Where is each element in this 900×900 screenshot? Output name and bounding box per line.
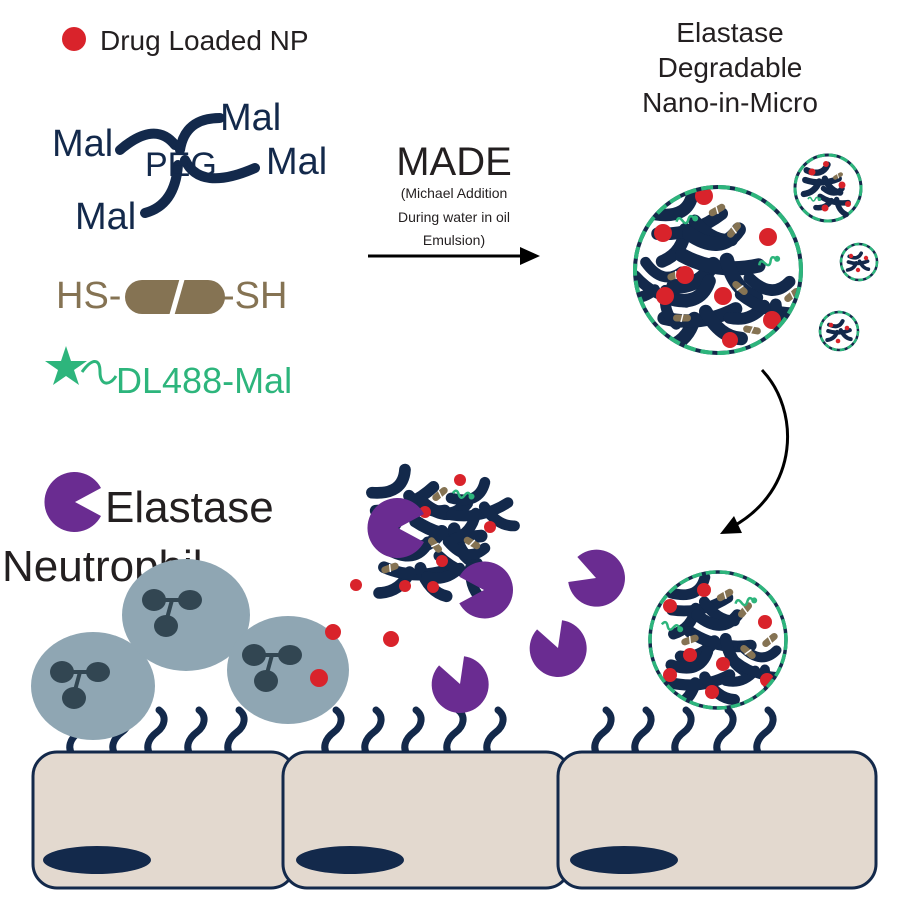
made-desc-line2: During water in oil: [398, 209, 510, 225]
made-process: MADE (Michael Addition During water in o…: [368, 140, 540, 265]
product-title: Elastase Degradable Nano-in-Micro: [642, 17, 818, 118]
arrowhead-icon: [520, 247, 540, 265]
dye-label: DL488-Mal: [116, 360, 292, 401]
product-line1: Elastase: [676, 17, 783, 48]
curved-arrow: [720, 368, 789, 534]
neutrophil-cell-1: [31, 632, 155, 740]
legend: Drug Loaded NP PEG Mal Mal Mal Mal HS- -…: [45, 25, 327, 401]
mal-label-bottom: Mal: [75, 196, 136, 238]
nano-in-micro-particle: [633, 185, 803, 355]
elastase-enzymes: [367, 498, 634, 722]
crosslinker-right-label: -SH: [222, 275, 287, 317]
neutrophils: [31, 559, 349, 740]
peg-label: PEG: [145, 146, 217, 184]
mal-label-top: Mal: [220, 97, 281, 139]
crosslinker-left-label: HS-: [56, 275, 121, 317]
small-particle-3: [818, 310, 860, 352]
product-line3: Nano-in-Micro: [642, 87, 818, 118]
endothelial-cells: [31, 750, 878, 890]
small-particle-2: [839, 242, 879, 282]
made-desc-line1: (Michael Addition: [401, 185, 508, 201]
drug-np-legend-dot: [62, 27, 86, 51]
neutrophil-cell-3: [227, 616, 349, 724]
mal-label-right: Mal: [266, 141, 327, 183]
elastase-label: Elastase: [105, 483, 274, 532]
mal-label-left: Mal: [52, 123, 113, 165]
drug-np-label: Drug Loaded NP: [100, 25, 309, 56]
curved-arrowhead-icon: [720, 516, 742, 534]
cell-1-nucleus: [43, 846, 151, 874]
released-nanoparticles: [325, 579, 399, 647]
product-line2: Degradable: [658, 52, 803, 83]
star-icon: [45, 346, 87, 385]
made-title: MADE: [396, 140, 512, 184]
small-particle-1: [793, 153, 863, 223]
cell-2-nucleus: [296, 846, 404, 874]
dithiol-crosslinker: HS- -SH: [56, 275, 287, 319]
peg-mal-molecule: PEG Mal Mal Mal Mal: [52, 97, 327, 238]
made-desc-line3: Emulsion): [423, 232, 485, 248]
cell-3-nucleus: [570, 846, 678, 874]
bound-particle: [648, 570, 788, 710]
neutrophil-cell-2: [122, 559, 250, 671]
elastase-legend: Elastase: [44, 472, 274, 532]
pacman-elastase-icon: [44, 472, 101, 532]
dye-maleimide: DL488-Mal: [45, 346, 292, 401]
